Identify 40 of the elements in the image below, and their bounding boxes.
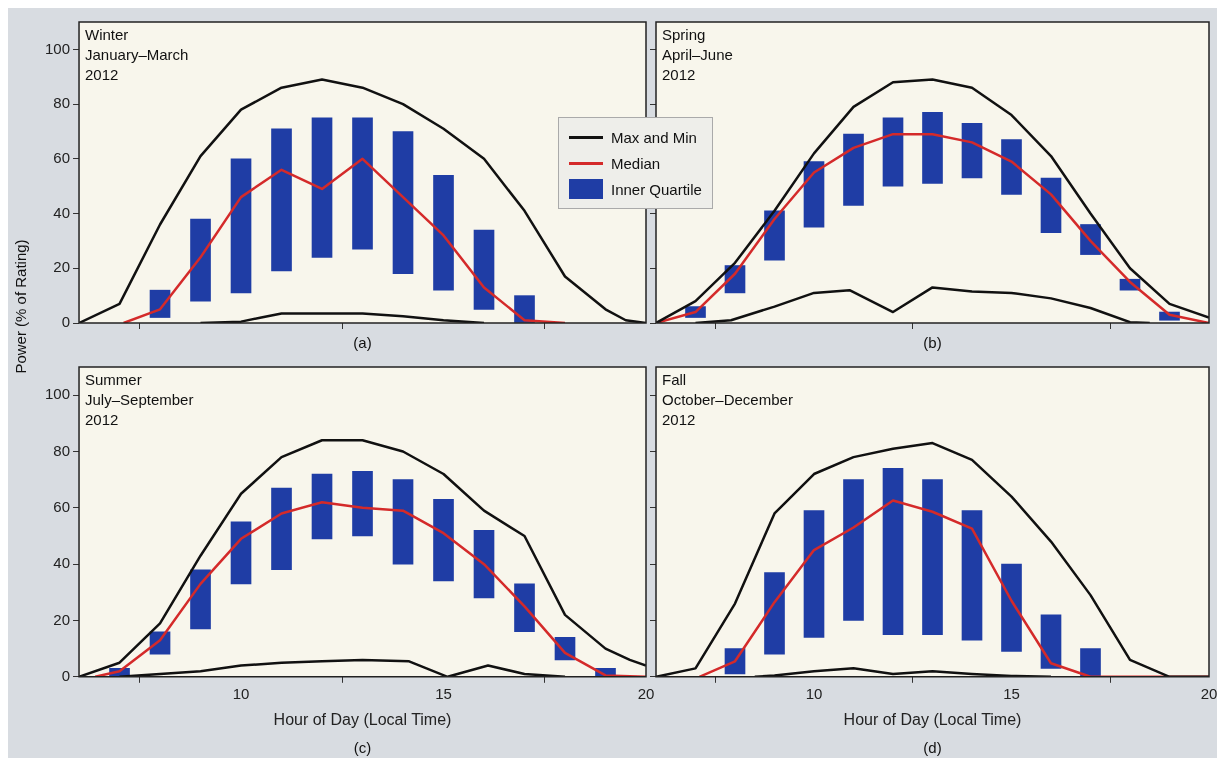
chart-title: Winter (85, 25, 129, 43)
chart-title: Summer (85, 370, 142, 388)
y-tick-label: 40 (53, 203, 71, 221)
y-tick-label: 0 (61, 666, 71, 684)
chart-title: Spring (662, 25, 706, 43)
legend-label: Inner Quartile (611, 180, 702, 198)
legend-label: Median (611, 154, 661, 172)
text: July–September (85, 390, 194, 408)
annotation: 2012 (85, 410, 119, 428)
legend-label: Max and Min (611, 128, 697, 146)
x-tick-label: 20 (637, 684, 655, 702)
y-tick-label: 20 (53, 610, 71, 628)
x-tick-label: 15 (1003, 684, 1020, 702)
text: (b) (923, 333, 942, 351)
y-tick-label: 80 (53, 94, 71, 112)
annotation: 2012 (662, 410, 696, 428)
x-axis-title: Hour of Day (Local Time) (273, 710, 452, 728)
x-tick-label: 10 (805, 684, 823, 702)
y-tick-label: 100 (45, 385, 71, 403)
y-tick-label: 20 (53, 258, 71, 276)
x-axis-title: Hour of Day (Local Time) (843, 710, 1022, 728)
y-tick-label: 80 (53, 441, 71, 459)
y-tick-label: 40 (53, 554, 71, 572)
text: April–June (662, 45, 733, 63)
x-tick-label: 15 (435, 684, 452, 702)
annotation: 2012 (85, 65, 119, 83)
annotation: 2012 (662, 65, 696, 83)
text: October–December (662, 390, 793, 408)
text: (d) (923, 738, 942, 756)
y-axis-title: Power (% of Rating) (11, 238, 29, 376)
y-tick-label: 100 (45, 39, 71, 57)
y-tick-label: 60 (53, 148, 71, 166)
y-tick-label: 0 (61, 313, 71, 331)
text: (c) (353, 738, 372, 756)
chart-title: Fall (662, 370, 687, 388)
x-tick-label: 20 (1200, 684, 1218, 702)
text: (a) (353, 333, 372, 351)
text: January–March (85, 45, 189, 63)
y-tick-label: 60 (53, 497, 71, 515)
x-tick-label: 10 (232, 684, 250, 702)
